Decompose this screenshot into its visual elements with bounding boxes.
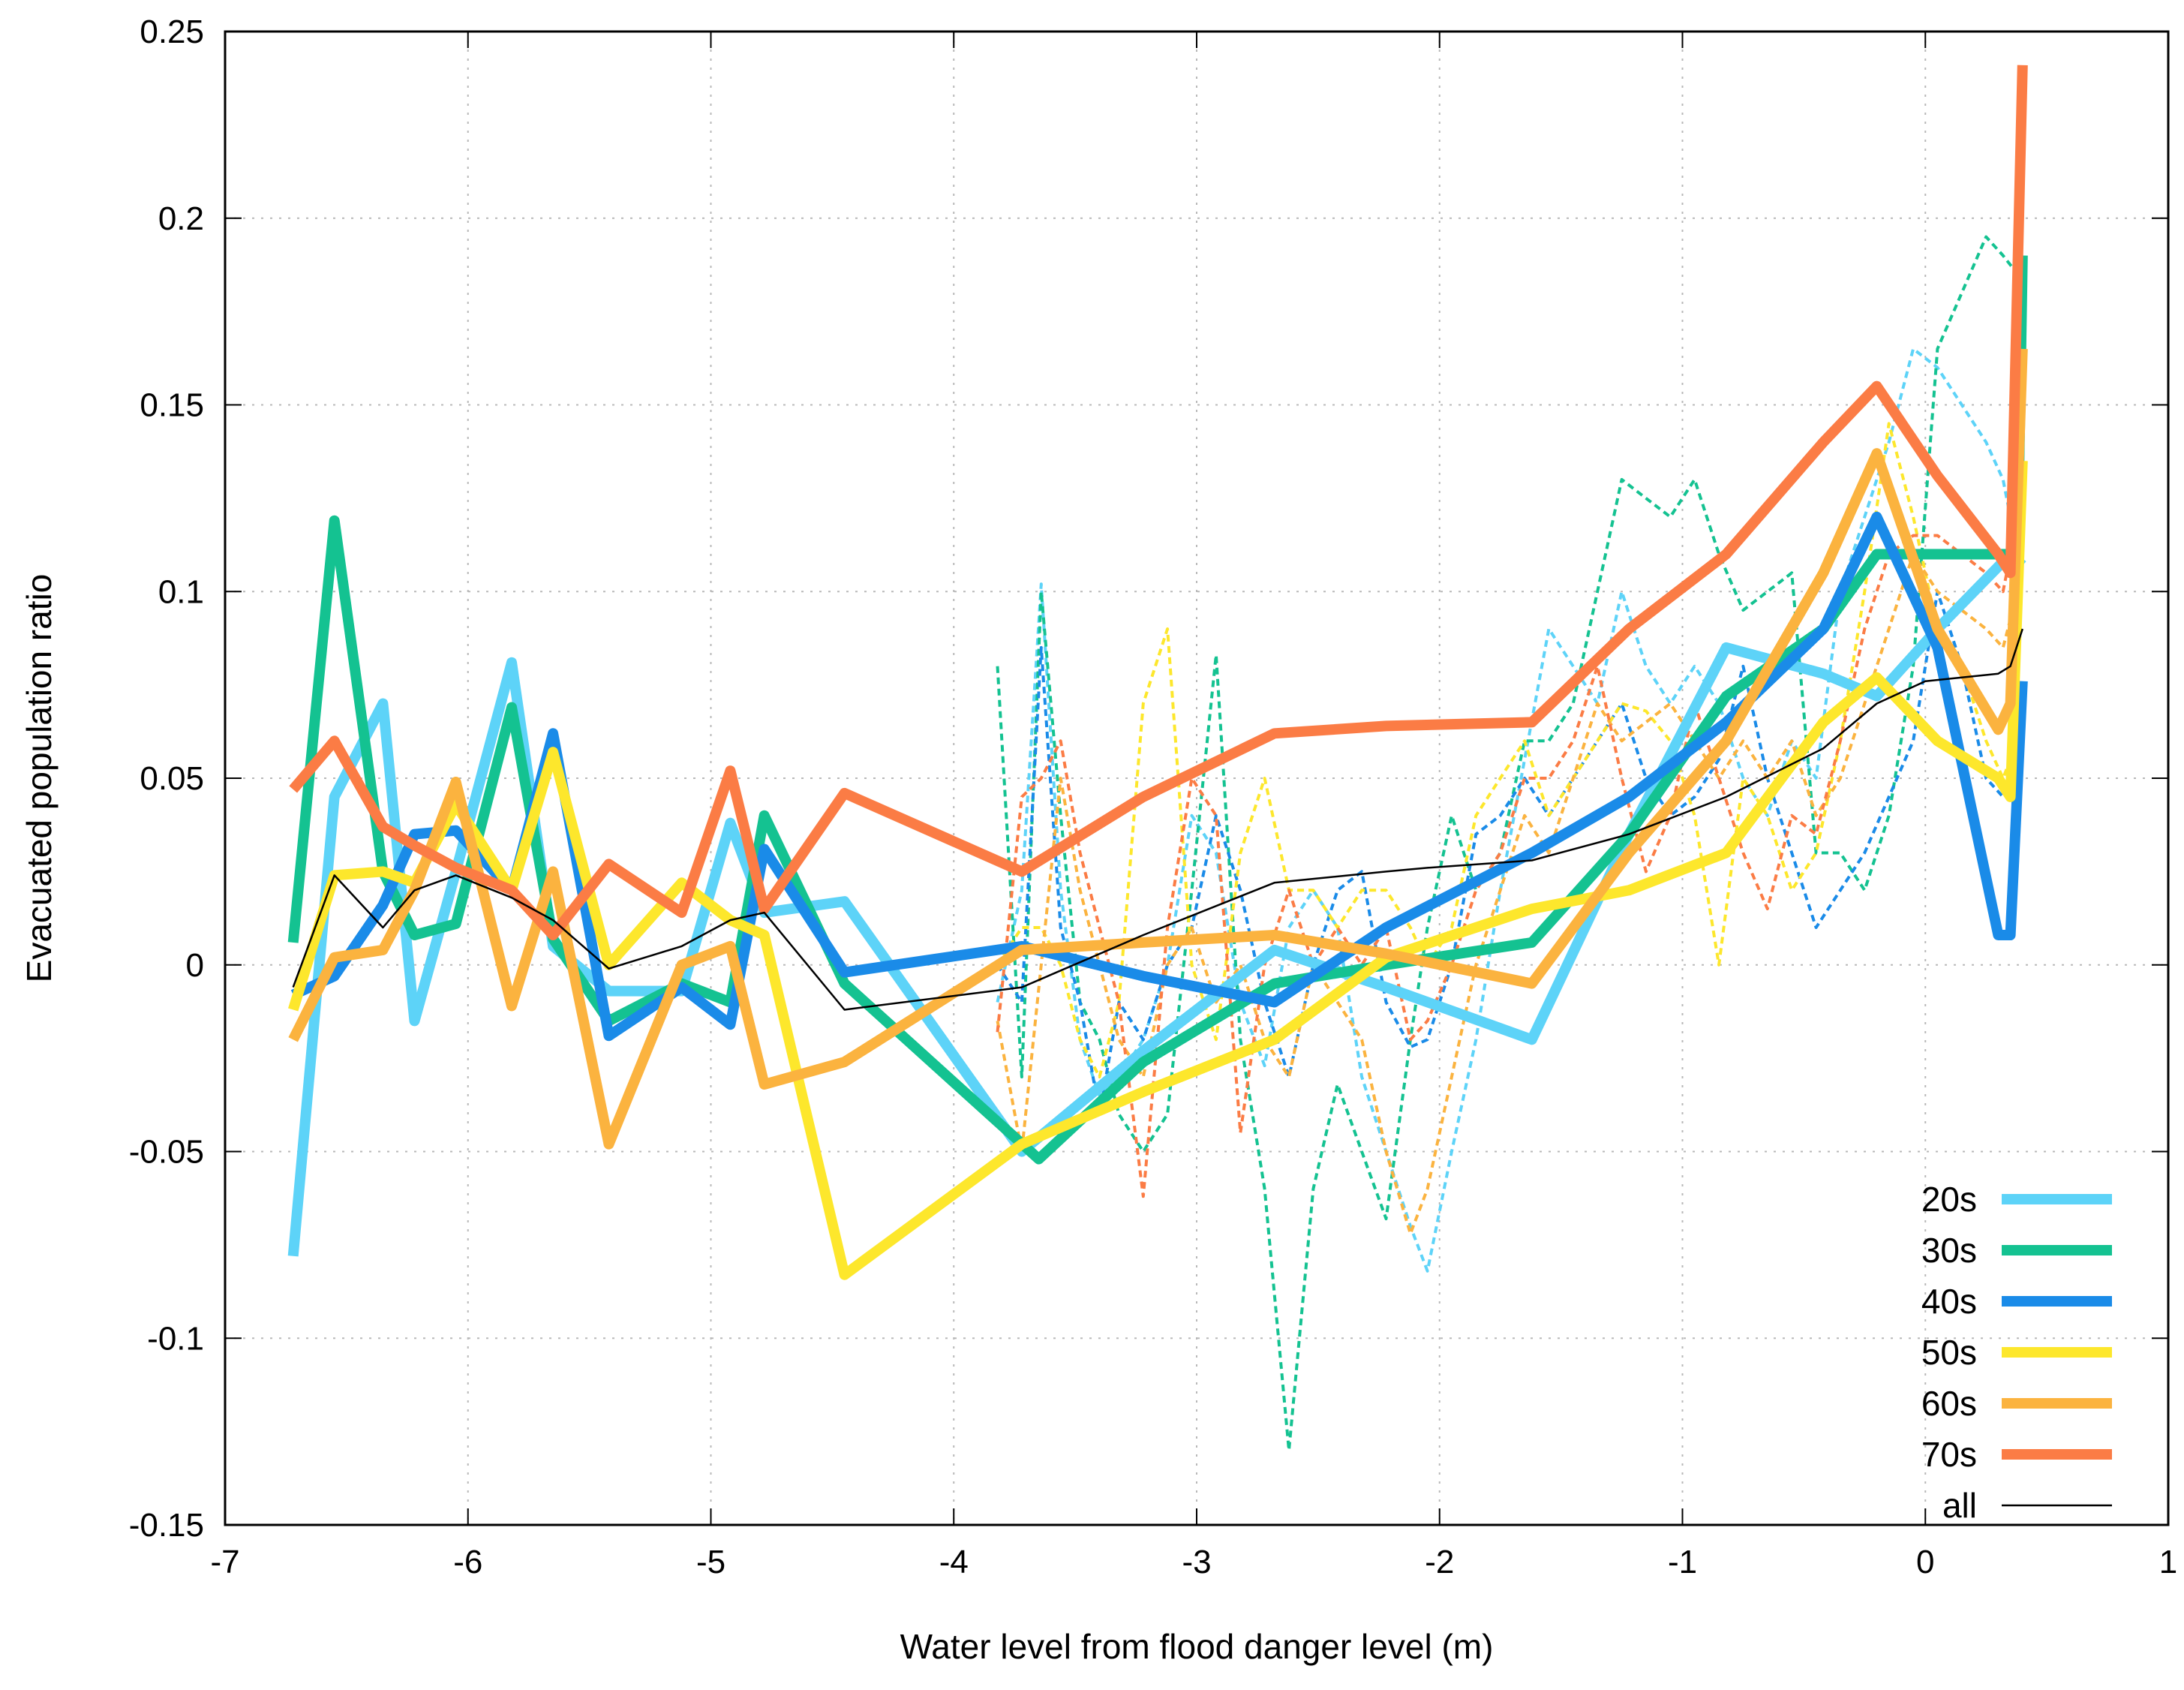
x-tick-label: -2 [1425, 1544, 1454, 1580]
x-axis-title: Water level from flood danger level (m) [900, 1627, 1494, 1666]
detail-series-group [996, 235, 2020, 1452]
series-line-40s-detail [996, 590, 2019, 1116]
y-tick-label: 0.05 [140, 760, 204, 797]
grid-lines [225, 32, 2168, 1525]
legend-label-all: all [1942, 1486, 1977, 1525]
series-line-30s-detail [996, 235, 2019, 1452]
y-tick-label: 0.2 [158, 200, 204, 237]
legend-label-20s: 20s [1921, 1180, 1977, 1219]
series-line-all [292, 628, 2023, 1011]
axes [224, 30, 2170, 1526]
series-line-20s [287, 549, 2026, 1257]
x-tick-label: -5 [696, 1544, 725, 1580]
y-tick-label: 0 [186, 947, 204, 984]
x-tick-label: -3 [1182, 1544, 1211, 1580]
series-line-60s [288, 348, 2028, 1150]
legend-label-40s: 40s [1921, 1282, 1977, 1321]
x-tick-label: -6 [453, 1544, 482, 1580]
y-tick-label: -0.1 [147, 1320, 204, 1357]
series-line-50s [288, 460, 2028, 1280]
y-tick-label: -0.05 [129, 1134, 204, 1171]
x-tick-label: 1 [2159, 1544, 2177, 1580]
tick-labels: -7 -6 -5 -4 -3 -2 -1 0 1 -0.15 -0.1 -0.05 0 0.05 0.1 0.… [129, 14, 2178, 1580]
main-series-group [287, 65, 2028, 1280]
x-tick-label: 0 [1916, 1544, 1934, 1580]
legend-label-60s: 60s [1921, 1384, 1977, 1423]
series-line-70s [289, 65, 2028, 940]
legend: 20s 30s 40s 50s 60s 70s all [1921, 1180, 2112, 1525]
y-tick-label: -0.15 [129, 1507, 204, 1544]
legend-label-70s: 70s [1921, 1435, 1977, 1474]
legend-label-50s: 50s [1921, 1333, 1977, 1372]
y-tick-label: 0.1 [158, 573, 204, 610]
series-line-70s-detail [996, 516, 2020, 1198]
x-tick-label: -4 [939, 1544, 969, 1580]
y-axis-title: Evacuated population ratio [20, 574, 59, 983]
x-tick-label: -7 [210, 1544, 239, 1580]
series-line-30s [287, 255, 2028, 1165]
y-tick-label: 0.15 [140, 387, 204, 424]
series-line-50s-detail [996, 422, 2020, 1078]
plot-frame [224, 30, 2170, 1526]
y-tick-label: 0.25 [140, 14, 204, 50]
x-tick-label: -1 [1668, 1544, 1697, 1580]
legend-label-30s: 30s [1921, 1231, 1977, 1270]
